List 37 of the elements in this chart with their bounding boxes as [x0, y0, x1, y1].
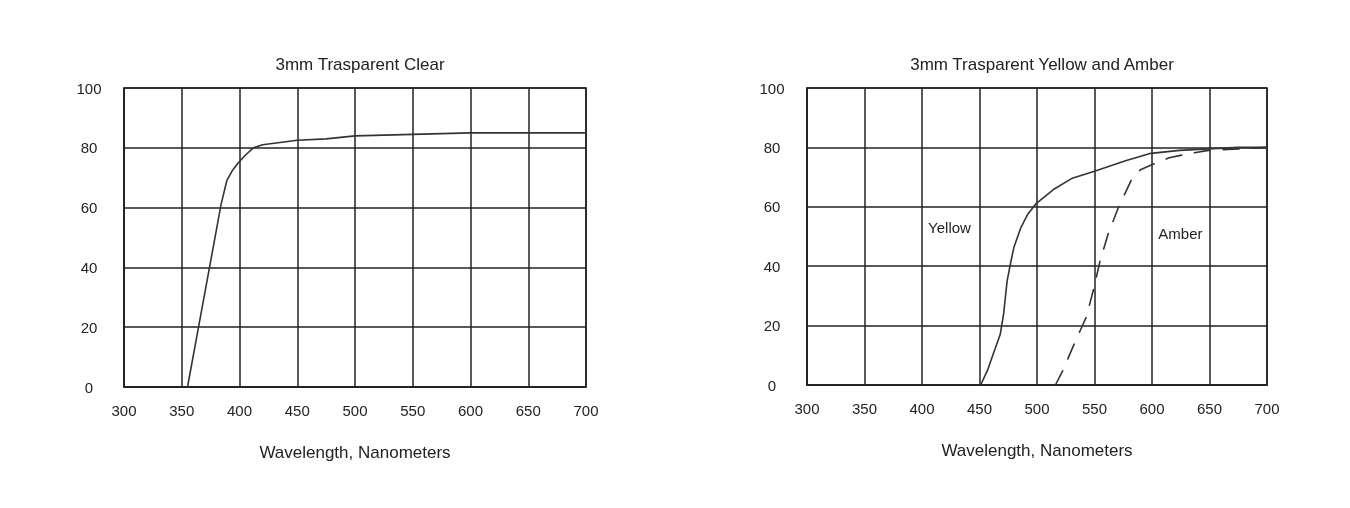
y-tick-label: 0 [767, 376, 777, 394]
x-tick-label: 700 [1254, 400, 1280, 417]
y-tick-label: 40 [763, 257, 781, 275]
y-tick-label: 100 [759, 79, 785, 97]
x-tick-label: 700 [573, 402, 599, 419]
x-tick-label: 600 [1139, 400, 1165, 417]
y-tick-label: 80 [80, 139, 98, 157]
x-tick-label: 550 [1081, 400, 1108, 417]
y-tick-label: 0 [84, 378, 94, 396]
x-tick-label: 550 [400, 402, 426, 419]
x-tick-label: 400 [226, 402, 253, 419]
x-tick-label: 600 [457, 402, 484, 419]
line-series [186, 132, 587, 388]
y-tick-label: 20 [763, 317, 781, 335]
y-tick-label: 40 [80, 258, 98, 276]
y-tick-label: 80 [763, 138, 781, 156]
x-tick-label: 300 [111, 402, 137, 419]
x-axis-title: Wavelength, Nanometers [941, 441, 1133, 460]
x-tick-label: 300 [794, 400, 820, 417]
x-tick-label: 650 [1196, 400, 1223, 417]
x-tick-label: 350 [169, 402, 195, 419]
x-tick-label: 500 [1024, 400, 1050, 417]
x-tick-label: 350 [851, 400, 878, 417]
y-tick-label: 60 [80, 199, 98, 217]
x-tick-label: 400 [909, 400, 935, 417]
text: Amber [1158, 225, 1203, 243]
chart-title: 3mm Trasparent Clear [275, 55, 445, 74]
x-tick-label: 500 [342, 402, 368, 419]
x-tick-label: 650 [515, 402, 541, 419]
y-tick-label: 100 [76, 79, 102, 97]
x-tick-label: 450 [966, 400, 993, 417]
x-axis-title: Wavelength, Nanometers [259, 443, 451, 462]
text: Yellow [928, 219, 972, 237]
y-tick-label: 60 [763, 198, 781, 216]
x-tick-label: 450 [284, 402, 310, 419]
y-tick-label: 20 [80, 318, 98, 336]
chart-title: 3mm Trasparent Yellow and Amber [910, 55, 1175, 74]
